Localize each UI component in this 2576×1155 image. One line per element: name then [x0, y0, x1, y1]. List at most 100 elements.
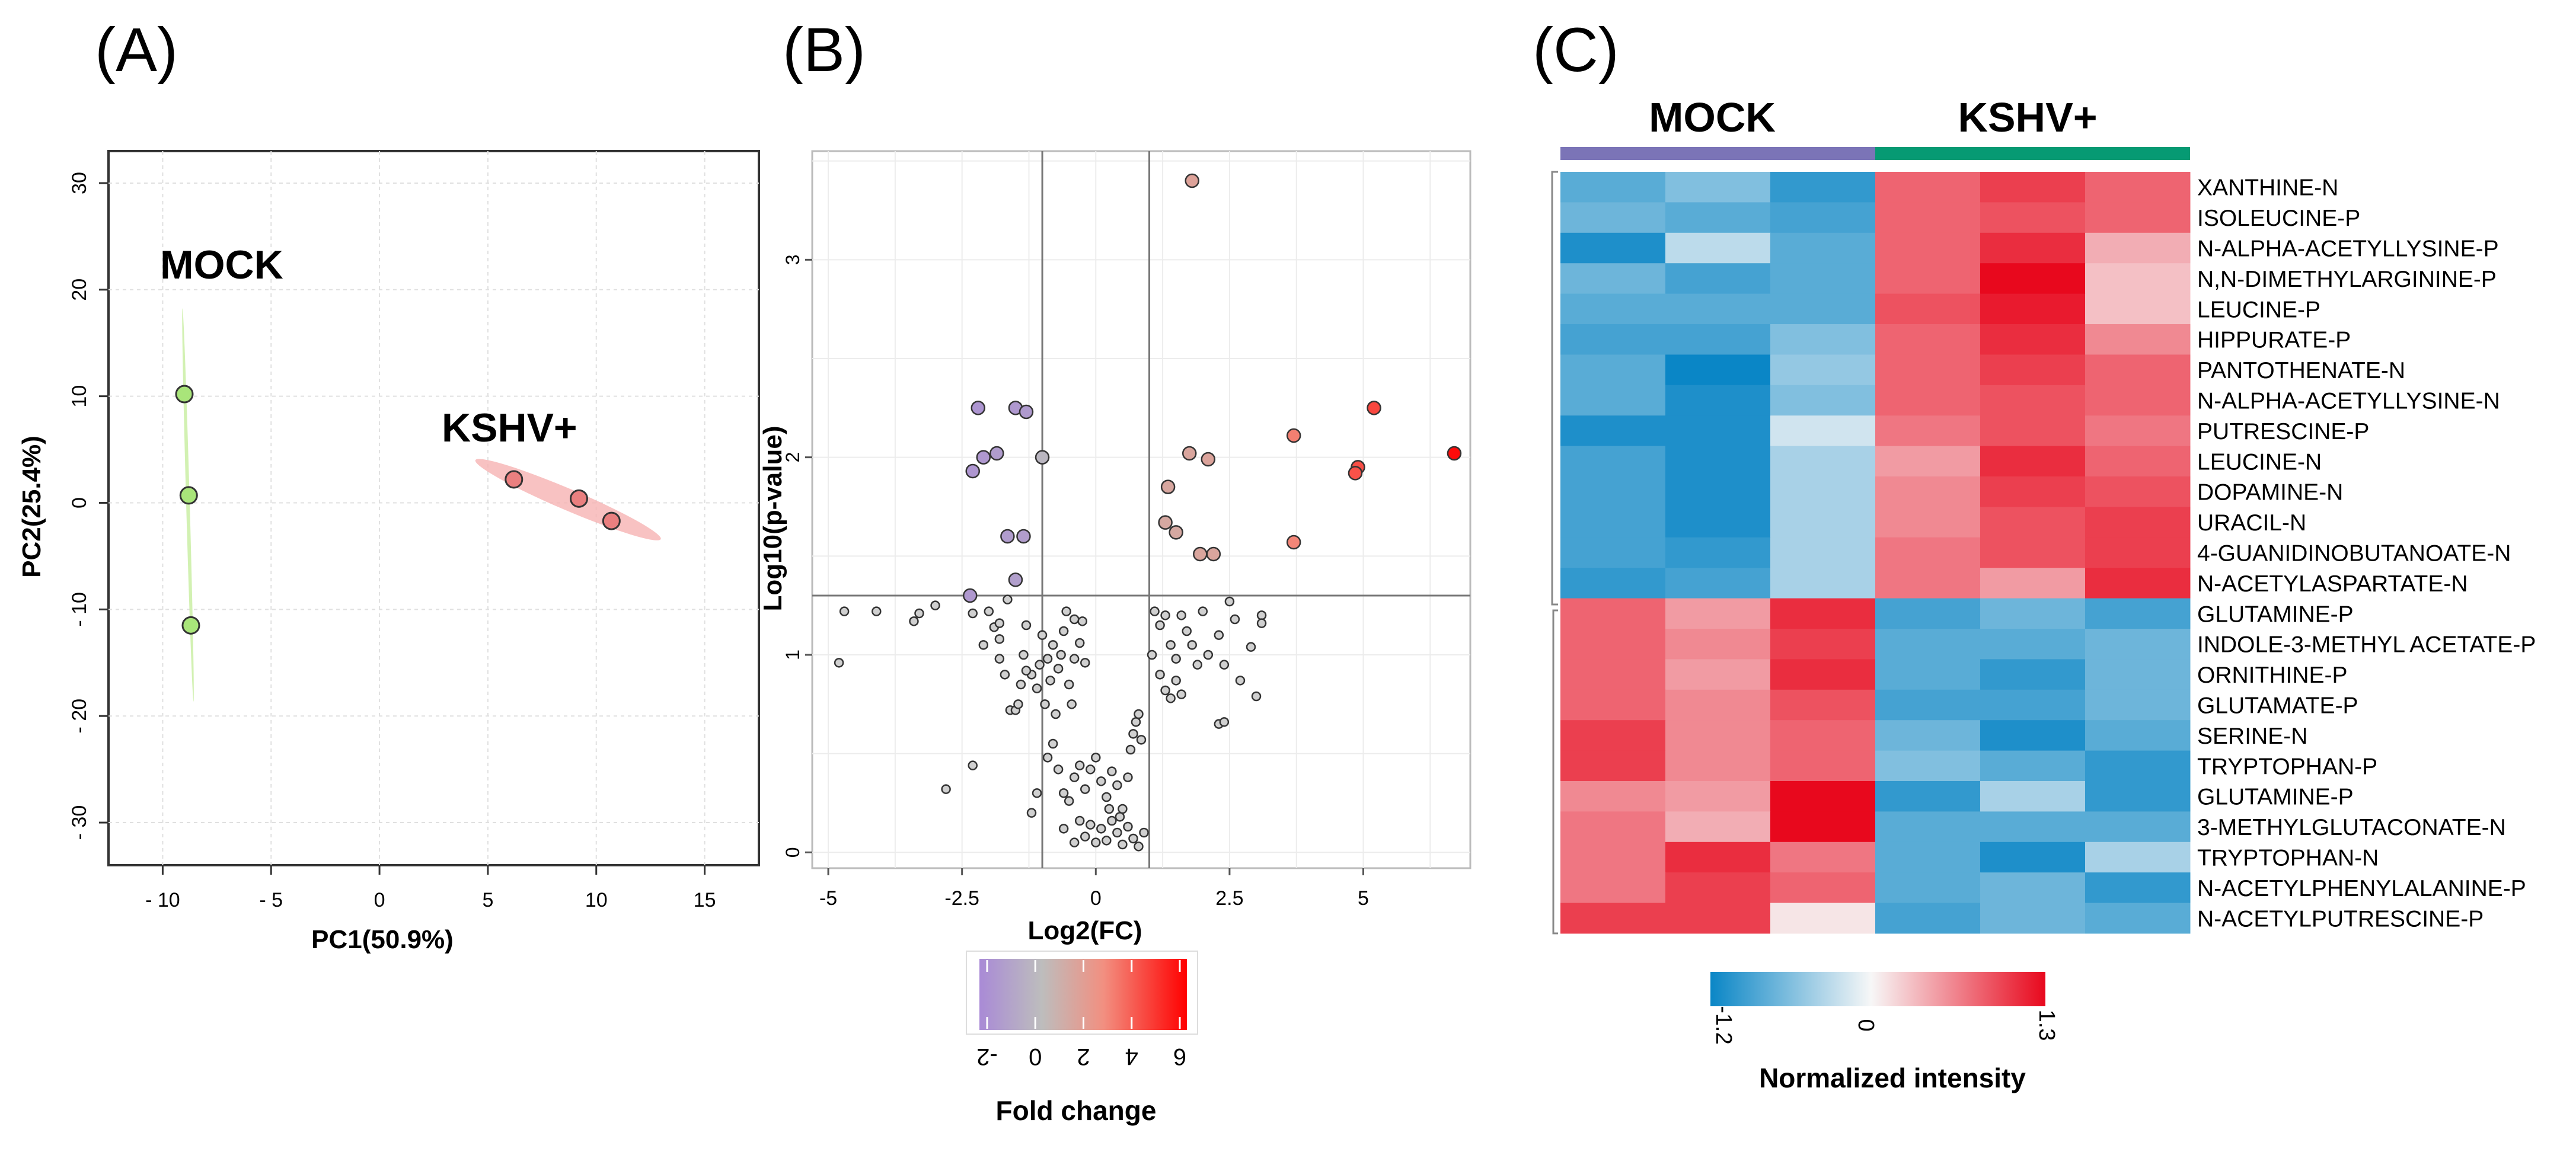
- volcano-point-nonsig: [1035, 660, 1045, 670]
- intensity-ticks: -1.2 0 1.3: [1711, 1006, 2059, 1044]
- heatmap-cell: [1770, 689, 1876, 721]
- volcano-point-nonsig: [1016, 679, 1026, 690]
- volcano-point-up: [1348, 466, 1363, 481]
- volcano-point-nonsig: [1086, 764, 1096, 775]
- heatmap-cell: [1980, 537, 2086, 568]
- heatmap-cell: [1770, 507, 1876, 538]
- heatmap-cell: [1560, 689, 1666, 721]
- dendrogram-branch-top: [1551, 171, 1558, 606]
- heatmap-row-label: SERINE-N: [2197, 724, 2307, 749]
- heatmap-cell: [1560, 476, 1666, 507]
- volcano-point-nonsig: [1118, 839, 1128, 850]
- volcano-x-tick-label: 0: [1090, 887, 1102, 910]
- pca-mock-ellipse: [182, 308, 194, 702]
- volcano-point-nonsig: [1155, 670, 1165, 680]
- volcano-point-nonsig: [1128, 729, 1138, 739]
- volcano-point-nonsig: [1118, 804, 1128, 814]
- heatmap-cell: [1980, 720, 2086, 751]
- heatmap: MOCK KSHV+ XANTHINE-N ISOLEUCINE-P N-ALPHA…: [1551, 94, 2536, 1093]
- heatmap-cell: [1665, 872, 1771, 904]
- pca-plot-area: [107, 150, 760, 866]
- heatmap-cell: [1665, 750, 1771, 782]
- volcano-point-up: [1447, 446, 1462, 461]
- volcano-point-nonsig: [1048, 738, 1058, 749]
- volcano-point-nonsig: [914, 608, 924, 619]
- heatmap-row-label: GLUTAMINE-P: [2197, 785, 2354, 810]
- volcano-point-down: [965, 463, 980, 479]
- volcano-point-down: [1035, 450, 1050, 465]
- volcano-point-nonsig: [1166, 693, 1176, 703]
- heatmap-cell: [1560, 172, 1666, 203]
- pca-series: [175, 308, 661, 702]
- heatmap-row-label: PUTRESCINE-P: [2197, 419, 2369, 444]
- pca-y-tick-label: 0: [68, 497, 91, 508]
- fold-change-tick-label: 2: [1077, 1044, 1090, 1070]
- panel-a-label: (A): [95, 15, 178, 85]
- volcano-point-down: [1019, 404, 1034, 420]
- volcano-point-nonsig: [1102, 792, 1112, 802]
- volcano-point-nonsig: [941, 784, 951, 794]
- heatmap-cell: [1665, 293, 1771, 325]
- heatmap-cell: [1770, 293, 1876, 325]
- volcano-point-nonsig: [1056, 650, 1066, 660]
- heatmap-cell: [1980, 232, 2086, 264]
- heatmap-row-label: N,N-DIMETHYLARGININE-P: [2197, 267, 2497, 292]
- heatmap-cell: [1770, 476, 1876, 507]
- volcano-point-nonsig: [1112, 827, 1122, 838]
- heatmap-cell: [2085, 446, 2191, 477]
- heatmap-cell: [2085, 507, 2191, 538]
- volcano-point-nonsig: [1123, 821, 1133, 832]
- volcano-x-tick-label: -2.5: [944, 887, 979, 910]
- heatmap-cell: [1770, 537, 1876, 568]
- heatmap-cell: [1980, 385, 2086, 416]
- volcano-point-nonsig: [1251, 691, 1262, 702]
- heatmap-cell: [2085, 202, 2191, 233]
- volcano-point-nonsig: [1150, 606, 1160, 616]
- volcano-y-tick-label: 3: [782, 254, 803, 265]
- volcano-point-nonsig: [1155, 620, 1165, 631]
- heatmap-cell: [1980, 629, 2086, 660]
- intensity-colorbar: [1710, 972, 2045, 1006]
- heatmap-cell: [2085, 354, 2191, 386]
- fold-change-tick-label: 0: [1029, 1044, 1042, 1070]
- heatmap-cell: [1875, 720, 1981, 751]
- heatmap-cell: [1770, 354, 1876, 386]
- heatmap-cell: [2085, 629, 2191, 660]
- heatmap-cell: [2085, 781, 2191, 812]
- heatmap-cell: [1560, 415, 1666, 447]
- volcano-point-up: [1160, 479, 1176, 494]
- heatmap-cell: [1875, 872, 1981, 904]
- volcano-point-down: [1016, 529, 1031, 544]
- heatmap-cell: [1980, 202, 2086, 233]
- heatmap-cell: [1665, 598, 1771, 629]
- heatmap-cell: [2085, 598, 2191, 629]
- volcano-point-nonsig: [1182, 626, 1192, 636]
- volcano-plot-area: [811, 150, 1471, 869]
- volcano-grid: [812, 151, 1470, 868]
- heatmap-cell: [1875, 842, 1981, 873]
- volcano-point-nonsig: [1003, 594, 1013, 604]
- volcano-point-nonsig: [1230, 614, 1240, 625]
- heatmap-cells: [1560, 172, 2191, 934]
- heatmap-cell: [1980, 750, 2086, 782]
- pca-y-tick-label: 30: [68, 172, 91, 194]
- heatmap-cell: [1980, 659, 2086, 690]
- fold-change-title: Fold change: [996, 1095, 1157, 1126]
- heatmap-cell: [1770, 750, 1876, 782]
- volcano-point-nonsig: [1069, 837, 1080, 847]
- heatmap-cell: [1770, 385, 1876, 416]
- volcano-point-nonsig: [1107, 815, 1117, 826]
- heatmap-cell: [1875, 293, 1981, 325]
- volcano-point-nonsig: [909, 616, 919, 626]
- heatmap-cell: [1770, 842, 1876, 873]
- volcano-point-nonsig: [1053, 764, 1064, 775]
- heatmap-row-label: DOPAMINE-N: [2197, 480, 2343, 505]
- heatmap-group-bar-kshv: [1875, 147, 2190, 160]
- heatmap-cell: [1980, 293, 2086, 325]
- volcano-point-nonsig: [978, 640, 989, 650]
- heatmap-cell: [2085, 172, 2191, 203]
- pca-y-tick-label: - 20: [68, 699, 91, 734]
- volcano-x-tick-label: -5: [819, 887, 837, 910]
- volcano-point-nonsig: [994, 634, 1005, 644]
